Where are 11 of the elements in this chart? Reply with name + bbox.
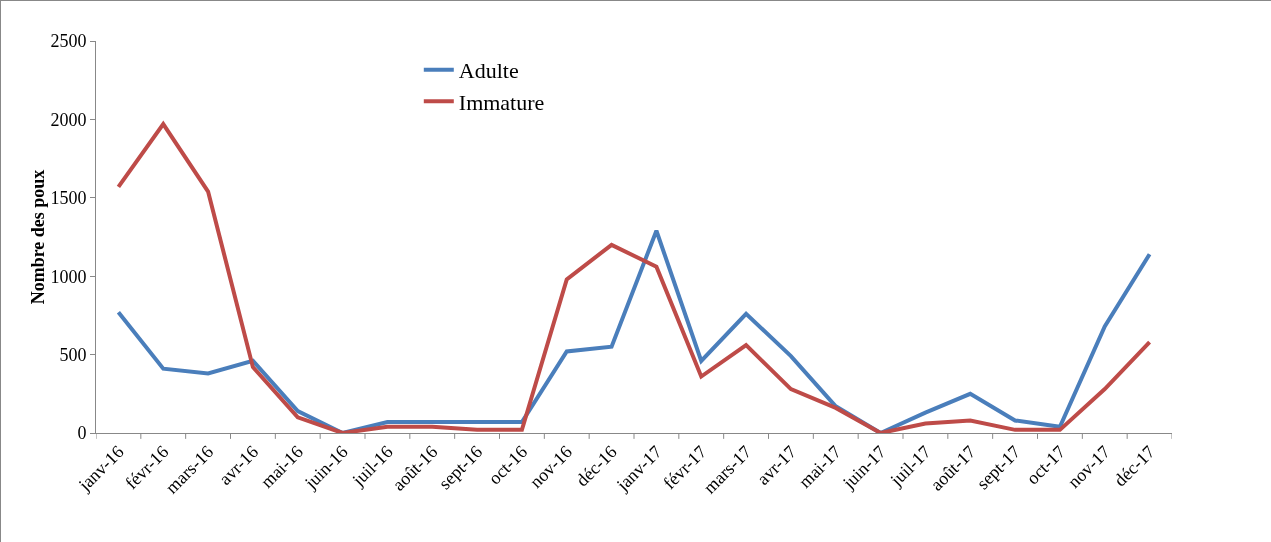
y-tick-label: 2000 xyxy=(50,109,87,130)
legend-label: Adulte xyxy=(458,58,519,84)
y-axis-title: Nombre des poux xyxy=(28,169,49,305)
y-tick-label: 2500 xyxy=(50,31,87,52)
y-tick-label: 1500 xyxy=(50,188,87,209)
y-tick-label: 0 xyxy=(77,423,87,444)
line-series xyxy=(116,122,1152,433)
line-series xyxy=(116,228,1152,433)
legend-label: Immature xyxy=(458,89,545,115)
y-tick-label: 1000 xyxy=(50,266,87,287)
y-tick-label: 500 xyxy=(59,344,87,365)
